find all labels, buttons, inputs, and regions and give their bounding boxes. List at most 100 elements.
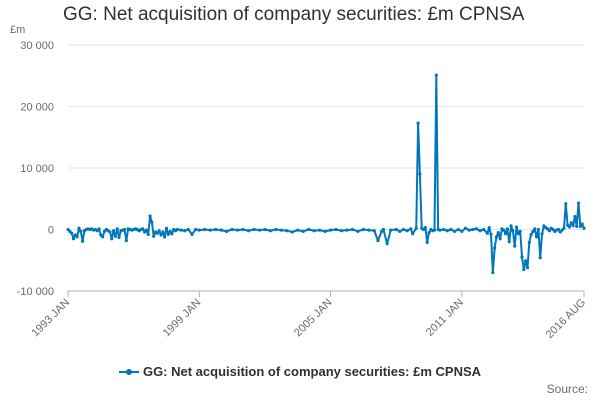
data-point[interactable] bbox=[438, 228, 442, 232]
data-point[interactable] bbox=[230, 227, 234, 232]
data-point[interactable] bbox=[356, 229, 360, 233]
data-point[interactable] bbox=[425, 240, 429, 245]
data-point[interactable] bbox=[525, 266, 530, 270]
data-point[interactable] bbox=[564, 202, 568, 206]
data-point[interactable] bbox=[168, 229, 172, 233]
data-point[interactable] bbox=[533, 227, 537, 231]
data-point[interactable] bbox=[578, 224, 582, 229]
data-point[interactable] bbox=[471, 227, 475, 232]
data-point[interactable] bbox=[562, 226, 566, 230]
data-point[interactable] bbox=[75, 235, 79, 239]
data-point[interactable] bbox=[235, 228, 240, 232]
data-point[interactable] bbox=[573, 214, 577, 219]
data-point[interactable] bbox=[97, 227, 101, 231]
data-point[interactable] bbox=[398, 229, 402, 233]
data-point[interactable] bbox=[452, 229, 457, 233]
data-point[interactable] bbox=[101, 235, 105, 239]
data-point[interactable] bbox=[113, 234, 118, 238]
series-line-group[interactable] bbox=[66, 73, 586, 275]
data-point[interactable] bbox=[290, 230, 294, 234]
data-point[interactable] bbox=[394, 227, 398, 232]
data-point[interactable] bbox=[334, 227, 338, 232]
data-point[interactable] bbox=[157, 229, 161, 233]
data-point[interactable] bbox=[567, 225, 572, 229]
data-point[interactable] bbox=[274, 227, 278, 232]
data-point[interactable] bbox=[225, 229, 229, 233]
data-point[interactable] bbox=[491, 270, 495, 275]
data-point[interactable] bbox=[504, 232, 508, 236]
data-point[interactable] bbox=[339, 229, 344, 233]
data-point[interactable] bbox=[522, 267, 526, 272]
data-point[interactable] bbox=[111, 229, 116, 233]
data-point[interactable] bbox=[401, 227, 406, 232]
data-point[interactable] bbox=[493, 246, 497, 250]
data-point[interactable] bbox=[502, 228, 506, 232]
data-point[interactable] bbox=[516, 232, 520, 236]
data-point[interactable] bbox=[296, 228, 300, 232]
data-point[interactable] bbox=[194, 227, 198, 232]
data-point[interactable] bbox=[409, 227, 413, 231]
data-point[interactable] bbox=[496, 230, 500, 235]
data-point[interactable] bbox=[445, 229, 449, 233]
data-point[interactable] bbox=[190, 232, 194, 237]
data-point[interactable] bbox=[179, 228, 183, 232]
data-point[interactable] bbox=[141, 227, 145, 231]
data-point[interactable] bbox=[122, 227, 127, 232]
data-point[interactable] bbox=[186, 227, 190, 232]
data-point[interactable] bbox=[312, 229, 316, 233]
data-point[interactable] bbox=[163, 235, 167, 239]
data-point[interactable] bbox=[442, 227, 446, 232]
data-point[interactable] bbox=[301, 229, 305, 233]
data-point[interactable] bbox=[467, 228, 471, 232]
data-point[interactable] bbox=[361, 227, 365, 232]
data-point[interactable] bbox=[183, 229, 187, 233]
data-point[interactable] bbox=[367, 228, 371, 232]
data-point[interactable] bbox=[307, 227, 311, 232]
data-point[interactable] bbox=[166, 232, 170, 237]
data-point[interactable] bbox=[434, 73, 438, 77]
data-point[interactable] bbox=[414, 226, 418, 230]
data-point[interactable] bbox=[487, 226, 491, 230]
data-point[interactable] bbox=[164, 226, 169, 230]
data-point[interactable] bbox=[77, 226, 81, 230]
data-point[interactable] bbox=[569, 221, 573, 225]
data-point[interactable] bbox=[498, 237, 502, 241]
data-point[interactable] bbox=[582, 226, 586, 230]
data-point[interactable] bbox=[124, 238, 128, 243]
data-point[interactable] bbox=[263, 227, 267, 232]
data-point[interactable] bbox=[520, 255, 524, 259]
data-point[interactable] bbox=[511, 229, 515, 233]
data-point[interactable] bbox=[381, 227, 386, 232]
legend[interactable]: GG: Net acquisition of company securitie… bbox=[0, 364, 600, 379]
data-point[interactable] bbox=[575, 224, 579, 229]
data-point[interactable] bbox=[161, 230, 165, 234]
data-point[interactable] bbox=[505, 227, 510, 231]
data-point[interactable] bbox=[257, 228, 262, 232]
data-point[interactable] bbox=[170, 232, 174, 236]
data-point[interactable] bbox=[556, 227, 561, 232]
data-point[interactable] bbox=[478, 229, 482, 233]
data-point[interactable] bbox=[197, 228, 201, 232]
data-point[interactable] bbox=[507, 240, 511, 244]
data-point[interactable] bbox=[482, 227, 486, 232]
data-point[interactable] bbox=[175, 227, 179, 232]
data-point[interactable] bbox=[534, 235, 539, 239]
data-point[interactable] bbox=[323, 229, 327, 233]
data-point[interactable] bbox=[146, 232, 150, 237]
data-point[interactable] bbox=[460, 229, 464, 233]
data-point[interactable] bbox=[110, 237, 114, 241]
data-point[interactable] bbox=[152, 234, 156, 238]
data-point[interactable] bbox=[580, 222, 584, 226]
data-point[interactable] bbox=[71, 237, 76, 241]
data-point[interactable] bbox=[279, 228, 283, 232]
data-point[interactable] bbox=[571, 224, 575, 228]
data-point[interactable] bbox=[350, 227, 355, 232]
data-point[interactable] bbox=[418, 172, 422, 176]
data-point[interactable] bbox=[514, 225, 519, 229]
data-point[interactable] bbox=[214, 227, 218, 232]
data-point[interactable] bbox=[241, 227, 245, 232]
data-point[interactable] bbox=[474, 227, 479, 231]
data-point[interactable] bbox=[150, 220, 154, 224]
data-point[interactable] bbox=[432, 228, 437, 232]
data-point[interactable] bbox=[423, 226, 427, 230]
